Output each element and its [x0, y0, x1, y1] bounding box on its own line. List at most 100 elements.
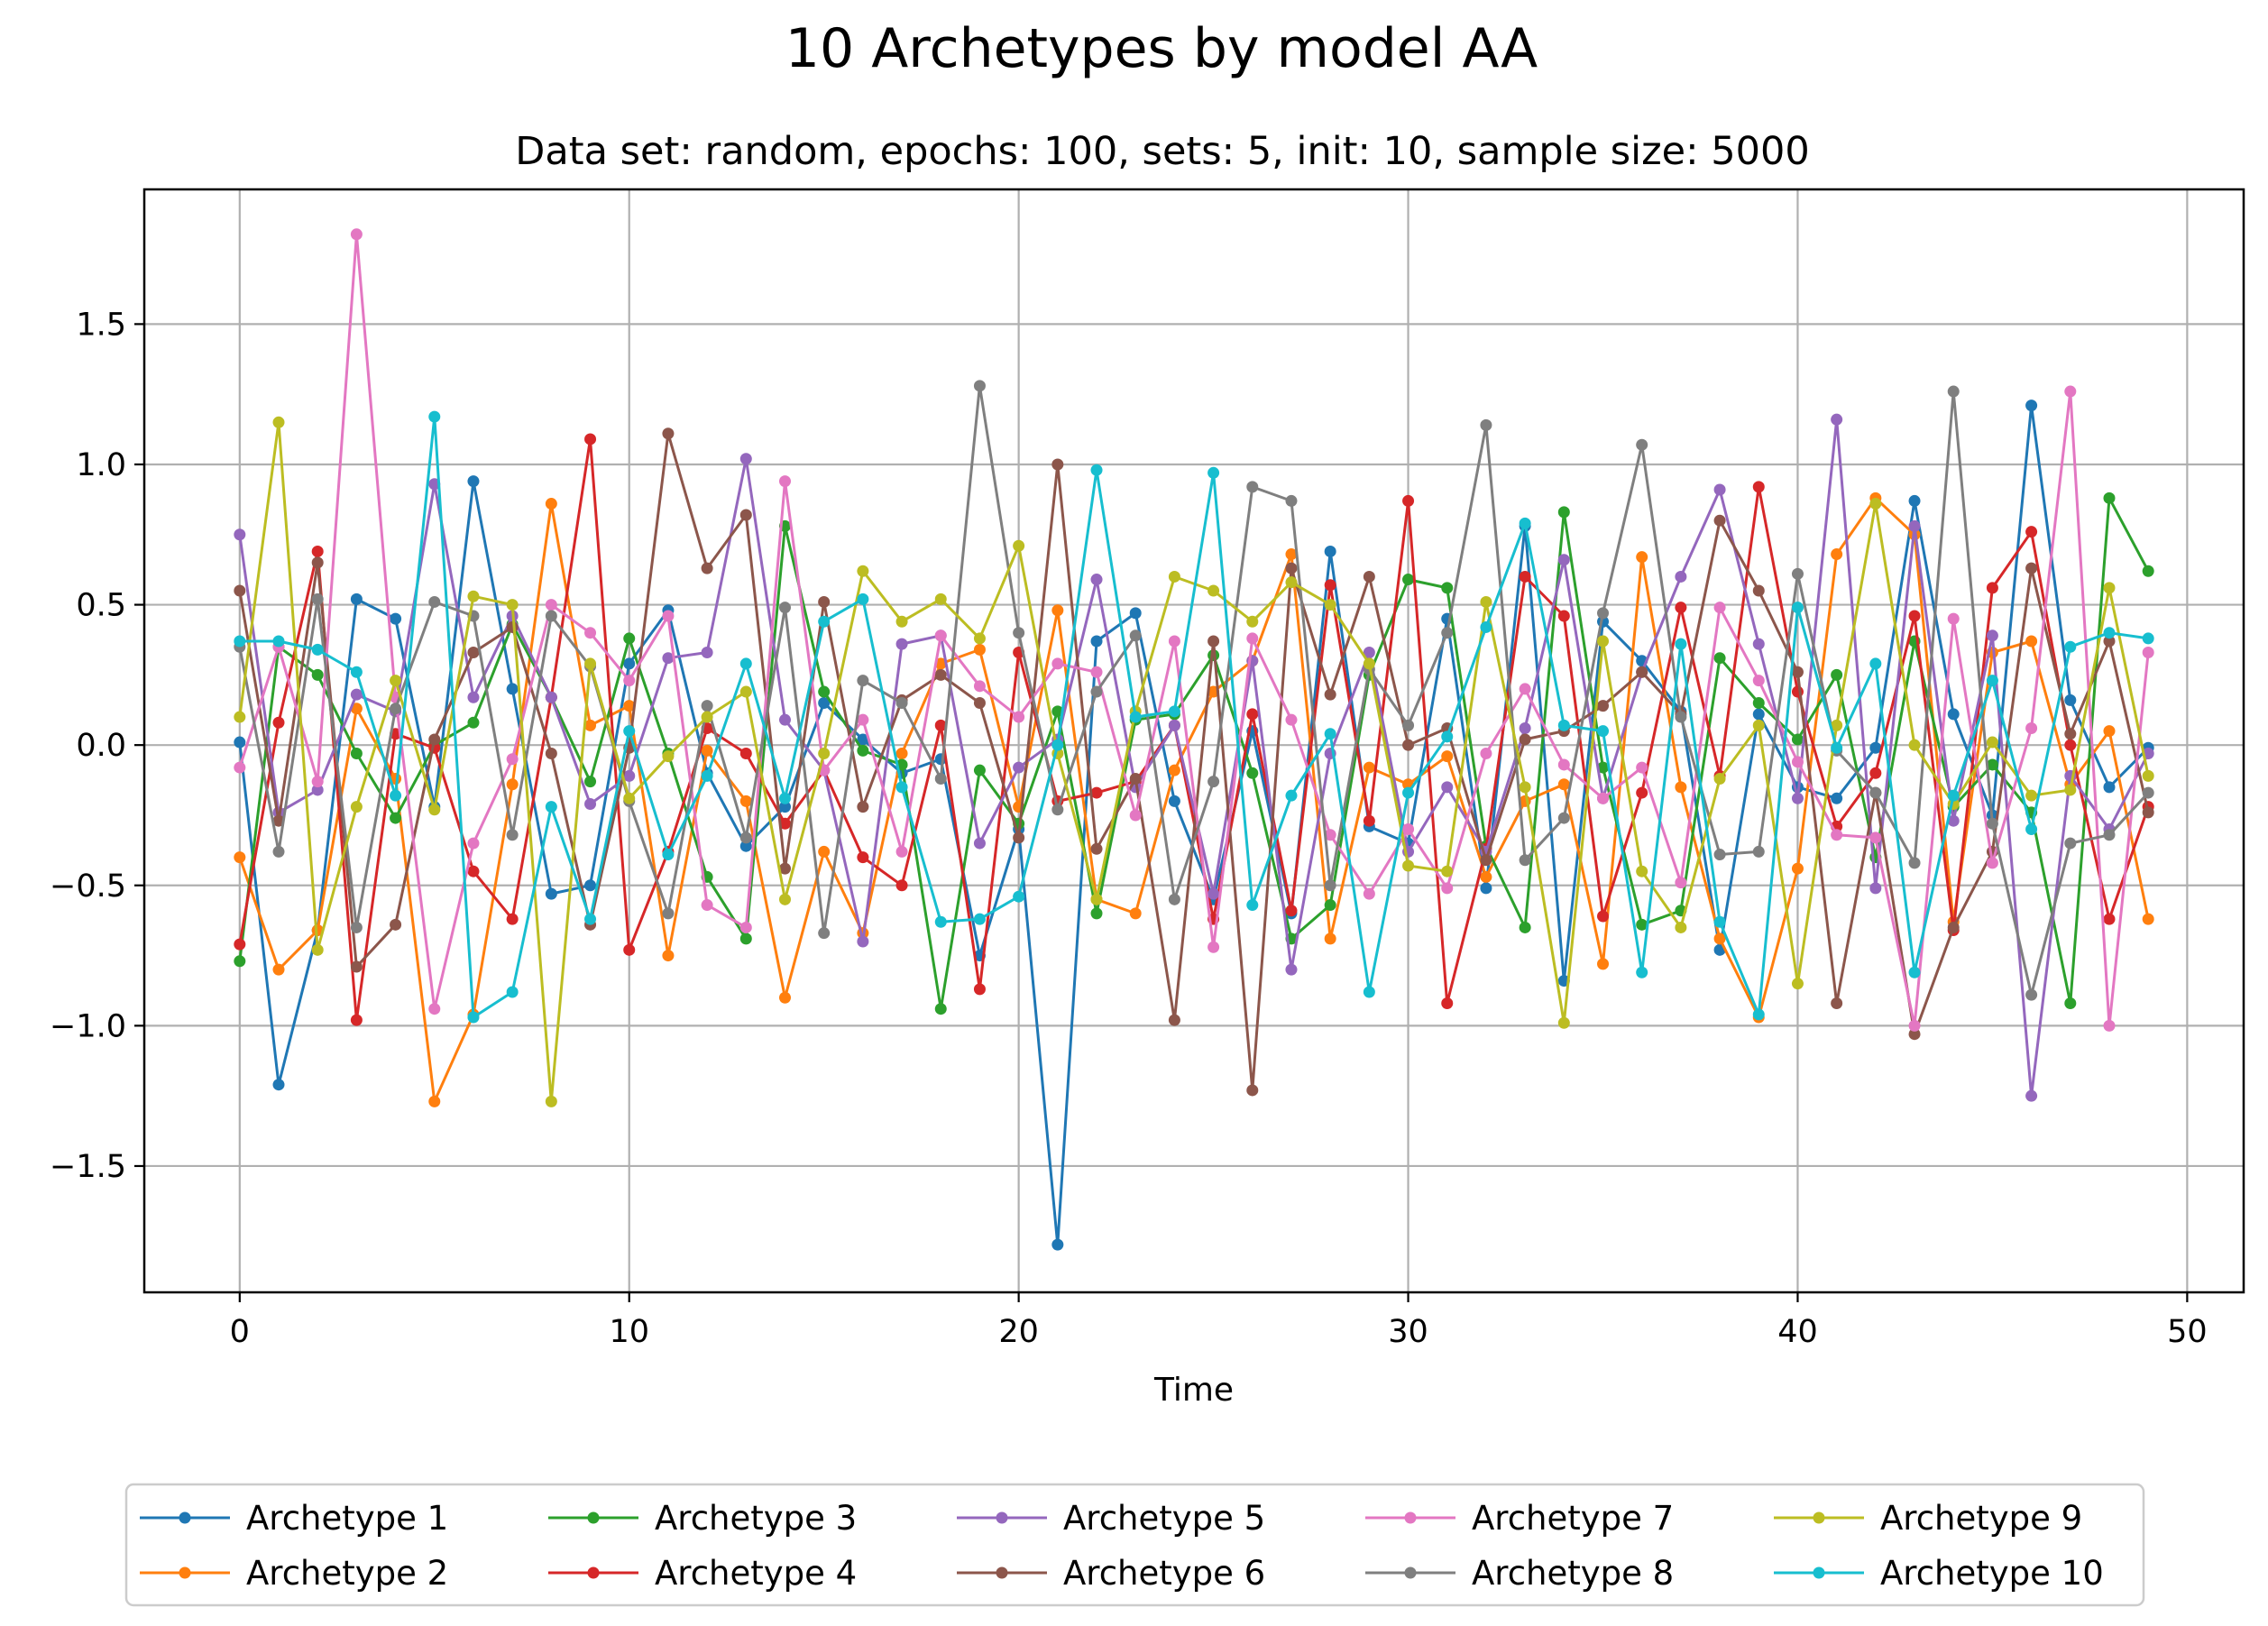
legend-label: Archetype 9: [1880, 1499, 2082, 1538]
data-point: [1675, 638, 1687, 650]
data-point: [895, 748, 908, 760]
data-point: [1402, 739, 1415, 751]
data-point: [1207, 941, 1220, 953]
data-point: [778, 602, 791, 614]
data-point: [1908, 610, 1921, 622]
data-point: [1519, 854, 1531, 867]
data-point: [1285, 905, 1298, 917]
data-point: [1246, 708, 1259, 721]
data-point: [1947, 789, 1960, 802]
data-point: [739, 748, 752, 760]
data-point: [1168, 635, 1180, 648]
data-point: [584, 627, 597, 639]
data-point: [467, 1011, 480, 1024]
data-point: [1752, 638, 1765, 650]
data-point: [818, 748, 831, 760]
data-point: [1168, 795, 1180, 807]
data-point: [350, 688, 363, 701]
data-point: [234, 584, 246, 597]
data-point: [934, 719, 947, 731]
data-point: [778, 792, 791, 804]
data-point: [1831, 548, 1843, 561]
data-point: [857, 851, 869, 864]
data-point: [1441, 582, 1454, 594]
data-point: [1675, 570, 1687, 583]
data-point: [1557, 610, 1570, 622]
data-point: [350, 960, 363, 973]
data-point: [1636, 666, 1648, 678]
data-point: [1246, 1084, 1259, 1097]
data-point: [973, 680, 986, 693]
data-point: [1869, 786, 1882, 799]
data-point: [545, 599, 557, 611]
data-point: [1207, 635, 1220, 648]
data-point: [934, 915, 947, 928]
data-point: [234, 736, 246, 749]
data-point: [1402, 786, 1415, 799]
series-line: [239, 415, 2149, 1019]
data-point: [1051, 705, 1064, 718]
data-point: [1675, 921, 1687, 933]
data-point: [1831, 413, 1843, 426]
data-point: [2142, 565, 2154, 577]
data-point: [1285, 963, 1298, 976]
data-point: [1947, 708, 1960, 721]
data-point: [350, 666, 363, 678]
data-point: [701, 700, 713, 712]
legend-swatch-marker: [587, 1566, 600, 1579]
legend-item: Archetype 1: [140, 1499, 448, 1538]
data-point: [1168, 719, 1180, 731]
data-point: [778, 991, 791, 1004]
legend-swatch-marker: [1404, 1511, 1417, 1524]
data-point: [2064, 640, 2077, 653]
data-point: [623, 657, 636, 670]
data-point: [1246, 899, 1259, 912]
data-point: [1519, 733, 1531, 746]
series-line: [238, 432, 2150, 1092]
data-point: [1129, 907, 1142, 920]
data-point: [1246, 615, 1259, 628]
data-point: [662, 907, 675, 920]
data-point: [1246, 481, 1259, 493]
data-point: [1986, 582, 1998, 594]
data-point: [1831, 829, 1843, 841]
data-point: [662, 652, 675, 665]
data-point: [2064, 784, 2077, 796]
data-point: [701, 562, 713, 574]
data-point: [701, 646, 713, 658]
data-point: [2103, 491, 2116, 504]
data-point: [778, 713, 791, 726]
data-point: [1090, 893, 1103, 905]
series-lines: [234, 228, 2154, 1251]
data-point: [739, 831, 752, 844]
data-point: [1752, 584, 1765, 597]
data-point: [350, 1014, 363, 1026]
data-point: [2142, 806, 2154, 819]
data-point: [934, 657, 947, 670]
data-point: [1636, 966, 1648, 978]
data-point: [1597, 635, 1610, 648]
data-point: [467, 646, 480, 658]
data-point: [1519, 781, 1531, 794]
data-point: [1713, 652, 1726, 665]
axes: 0 10 20 30 40 50 −1.5 −1.0 −0.5 0.0 0.5 1.0 1.5: [50, 307, 2208, 1350]
data-point: [818, 685, 831, 698]
data-point: [1597, 700, 1610, 712]
data-point: [1597, 725, 1610, 738]
data-point: [1285, 562, 1298, 574]
data-point: [1713, 483, 1726, 496]
data-point: [1986, 675, 1998, 687]
data-point: [662, 427, 675, 440]
data-point: [1363, 814, 1375, 827]
data-point: [701, 744, 713, 757]
series-line: [238, 496, 2150, 1103]
data-point: [1831, 741, 1843, 754]
legend-frame: [124, 1483, 2145, 1607]
data-point: [1324, 599, 1336, 611]
legend-label: Archetype 2: [246, 1554, 448, 1593]
data-point: [428, 1095, 441, 1107]
data-point: [234, 761, 246, 774]
data-point: [1519, 921, 1531, 933]
chart-title: 10 Archetypes by model AA: [785, 17, 1538, 80]
y-tick-label: 0.5: [76, 588, 126, 624]
